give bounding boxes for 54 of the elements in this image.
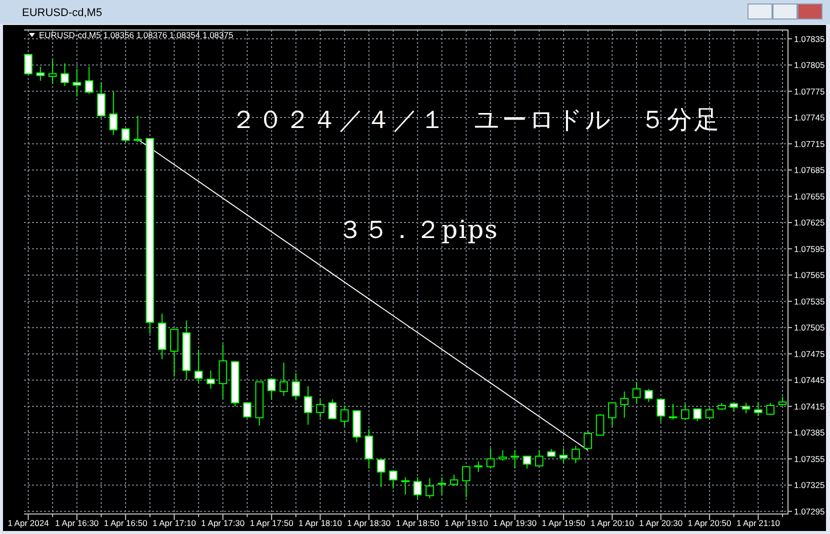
x-tick-label: 1 Apr 19:30 <box>493 518 537 528</box>
x-tick-label: 1 Apr 2024 <box>8 518 50 528</box>
x-tick-label: 1 Apr 18:30 <box>347 518 391 528</box>
candlestick <box>255 381 264 426</box>
y-tick-label: 1.07295 <box>794 506 825 516</box>
y-tick-label: 1.07505 <box>794 322 825 333</box>
x-tick-label: 1 Apr 18:10 <box>298 518 342 528</box>
candlestick <box>304 386 312 426</box>
candlestick <box>206 370 215 390</box>
x-tick-label: 1 Apr 20:10 <box>590 518 634 528</box>
y-tick-label: 1.07355 <box>794 454 825 464</box>
candlestick <box>218 344 228 399</box>
candlestick <box>182 320 191 381</box>
y-tick-label: 1.07565 <box>794 270 825 280</box>
candlestick <box>608 402 616 427</box>
candlestick <box>158 313 166 360</box>
candlestick <box>547 448 556 457</box>
y-tick-label: 1.07415 <box>794 401 825 412</box>
y-tick-label: 1.07805 <box>794 60 825 70</box>
x-tick-label: 1 Apr 17:50 <box>250 518 294 528</box>
y-tick-label: 1.07745 <box>794 112 825 123</box>
y-tick-label: 1.07655 <box>794 191 825 202</box>
x-tick-label: 1 Apr 17:30 <box>201 518 245 528</box>
x-tick-label: 1 Apr 16:30 <box>55 518 99 528</box>
x-tick-label: 1 Apr 18:50 <box>396 518 440 528</box>
y-tick-label: 1.07445 <box>794 375 825 386</box>
candlestick <box>48 59 57 84</box>
y-tick-label: 1.07775 <box>794 86 825 96</box>
y-tick-label: 1.07535 <box>794 296 825 306</box>
y-tick-label: 1.07385 <box>794 428 825 438</box>
candlestick <box>170 328 178 378</box>
x-tick-label: 1 Apr 16:50 <box>104 518 148 528</box>
text: EURUSD-cd,M5 <box>22 7 102 19</box>
x-tick-label: 1 Apr 17:10 <box>152 518 196 528</box>
x-tick-label: 1 Apr 20:30 <box>639 518 683 528</box>
x-tick-label: 1 Apr 20:50 <box>688 518 732 528</box>
y-tick-label: 1.07595 <box>794 244 825 254</box>
x-tick-label: 1 Apr 19:10 <box>444 518 488 528</box>
annotation: ３５．２pips <box>338 215 498 244</box>
y-tick-label: 1.07715 <box>794 138 825 149</box>
x-tick-label: 1 Apr 19:50 <box>542 518 586 528</box>
candlestick <box>620 390 629 418</box>
candlestick <box>376 459 386 488</box>
candlestick <box>364 428 374 469</box>
candlestick <box>267 378 276 400</box>
y-tick-label: 1.07625 <box>794 218 825 228</box>
y-tick-label: 1.07475 <box>794 348 825 359</box>
x-tick-label: 1 Apr 21:10 <box>736 518 780 528</box>
y-tick-label: 1.07325 <box>794 480 825 490</box>
y-tick-label: 1.07835 <box>794 34 825 44</box>
candlestick <box>72 68 82 98</box>
annotation: EURUSD-cd,M5 1.08356 1.08376 1.08354 1.08375 <box>39 30 234 40</box>
candlestick <box>389 470 398 490</box>
y-tick-label: 1.07685 <box>794 165 825 176</box>
